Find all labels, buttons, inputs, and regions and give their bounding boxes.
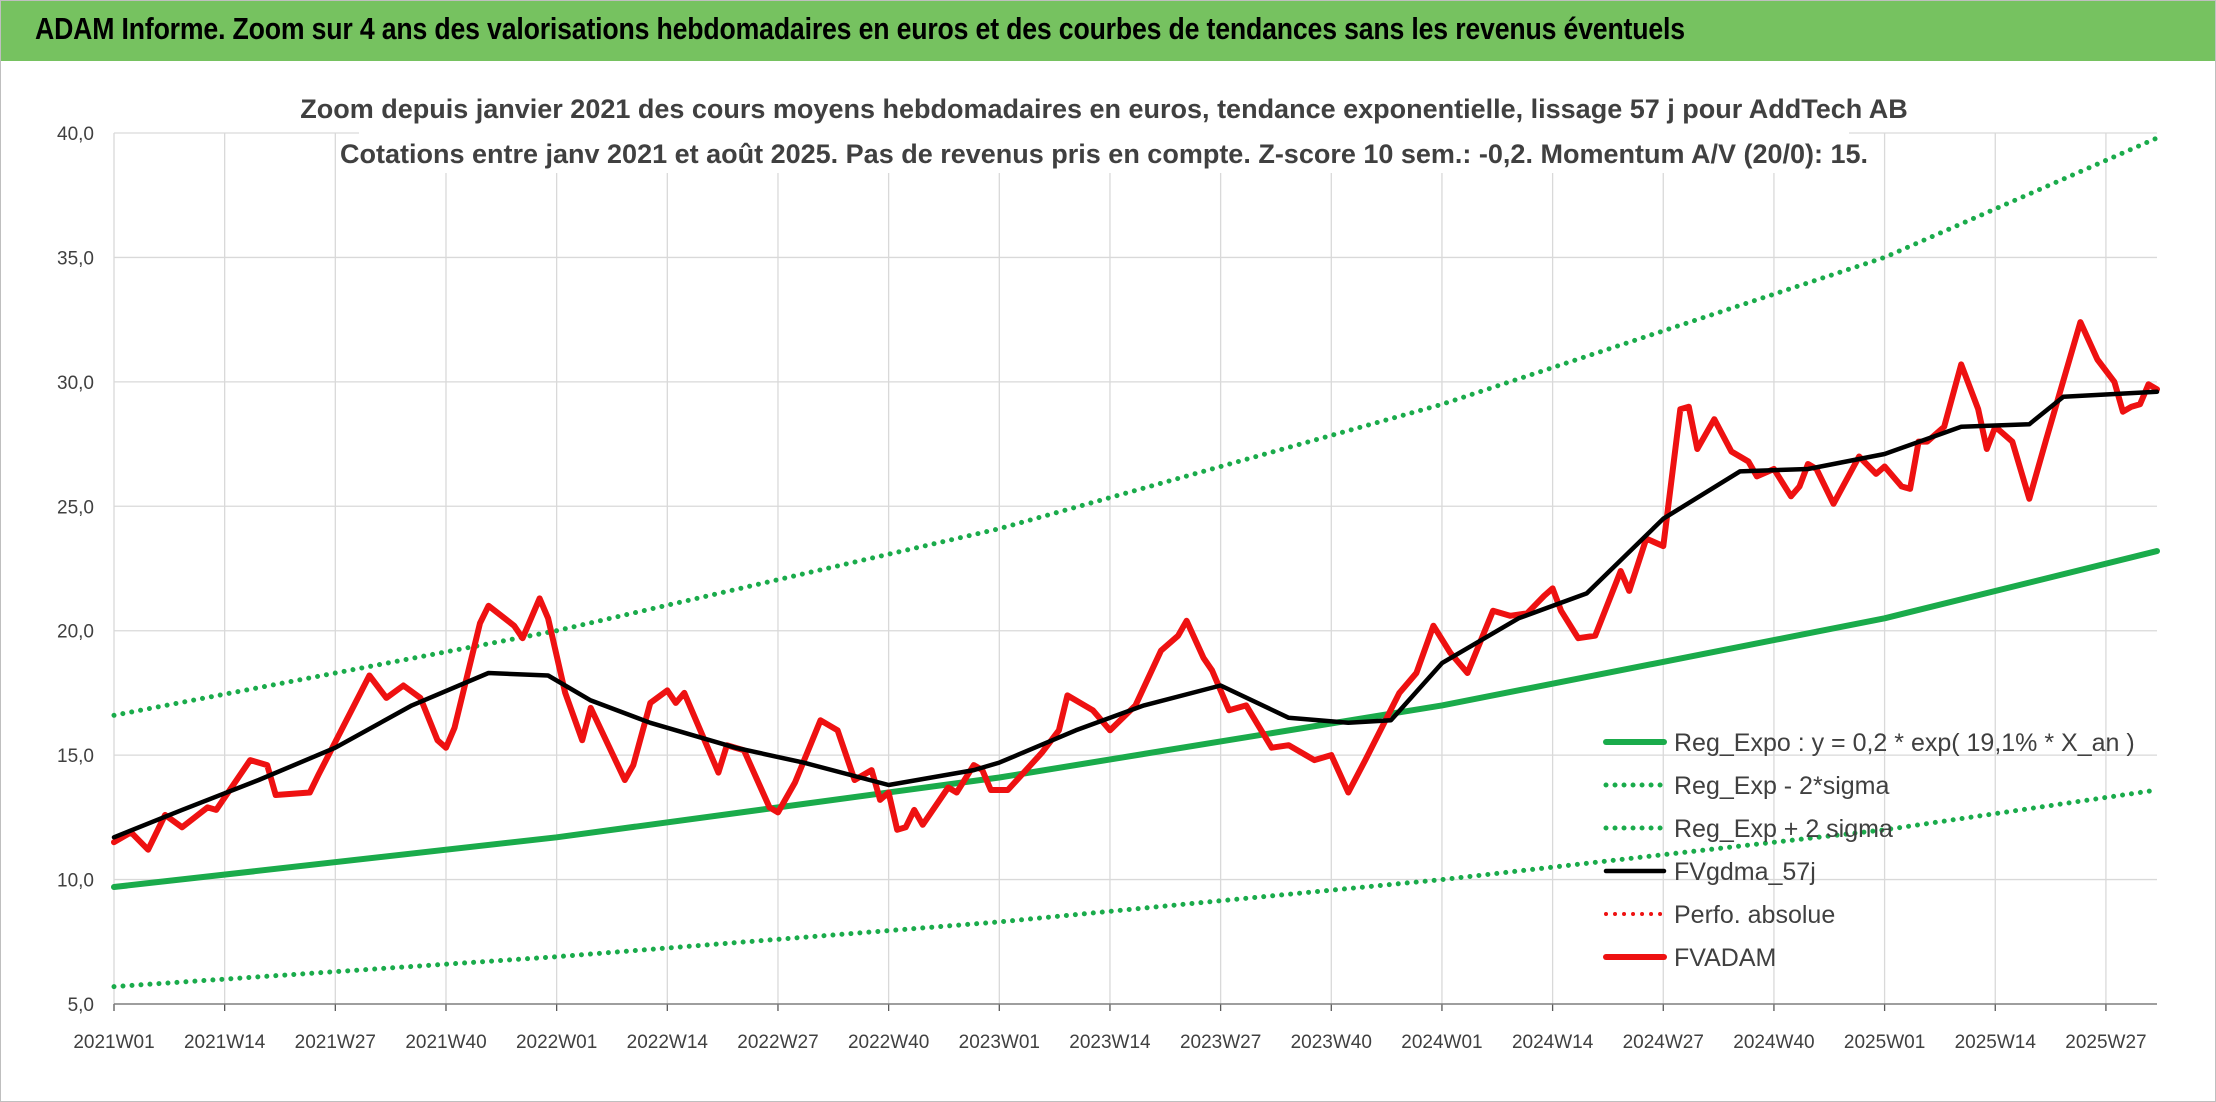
x-tick-label: 2021W01: [73, 1032, 154, 1053]
chart-titles: Zoom depuis janvier 2021 des cours moyen…: [300, 85, 1908, 173]
x-tick-label: 2023W27: [1180, 1032, 1261, 1053]
x-tick-label: 2021W14: [184, 1032, 266, 1053]
legend-label: FVADAM: [1674, 944, 1776, 972]
x-tick-label: 2024W01: [1401, 1032, 1482, 1053]
x-tick-label: 2025W14: [1955, 1032, 2037, 1053]
x-tick-label: 2023W40: [1291, 1032, 1372, 1053]
chart-subtitle: Cotations entre janv 2021 et août 2025. …: [340, 139, 1868, 169]
y-tick-label: 15,0: [57, 746, 94, 767]
series-line-3: [111, 135, 2160, 718]
grid: [114, 132, 2157, 1004]
x-tick-label: 2025W27: [2065, 1032, 2146, 1053]
x-tick-label: 2022W40: [848, 1032, 929, 1053]
y-tick-label: 10,0: [57, 871, 94, 892]
legend-label: FVgdma_57j: [1674, 858, 1816, 886]
x-tick-label: 2021W27: [295, 1032, 376, 1053]
legend-label: Reg_Exp + 2 sigma: [1674, 815, 1893, 843]
axes: 5,0 10,0 15,0 20,0 25,0 30,0 35,0 40,0 2021W01 20…: [57, 124, 2157, 1053]
page-title: ADAM Informe. Zoom sur 4 ans des valoris…: [35, 11, 1685, 46]
series-line-2: [111, 787, 2160, 990]
x-tick-label: 2022W14: [627, 1032, 709, 1053]
legend-label: Perfo. absolue: [1674, 901, 1835, 929]
x-tick-label: 2023W14: [1069, 1032, 1151, 1053]
x-tick-label: 2023W01: [959, 1032, 1040, 1053]
y-tick-label: 40,0: [57, 124, 94, 145]
title-background: [359, 85, 1849, 173]
y-tick-label: 35,0: [57, 248, 94, 269]
legend: Reg_Expo : y = 0,2 * exp( 19,1% * X_an )…: [1603, 729, 2135, 972]
series-lines: [111, 135, 2160, 990]
series-line-1: [111, 548, 2160, 890]
series-line-6: [111, 319, 2160, 853]
x-tick-label: 2024W14: [1512, 1032, 1594, 1053]
y-tick-label: 5,0: [68, 995, 94, 1016]
x-tick-label: 2024W40: [1733, 1032, 1814, 1053]
x-tick-label: 2022W27: [737, 1032, 818, 1053]
chart-title: Zoom depuis janvier 2021 des cours moyen…: [300, 94, 1907, 124]
y-tick-label: 25,0: [57, 497, 94, 518]
x-tick-label: 2021W40: [405, 1032, 486, 1053]
x-tick-label: 2024W27: [1623, 1032, 1704, 1053]
x-tick-label: 2022W01: [516, 1032, 597, 1053]
x-tick-label: 2025W01: [1844, 1032, 1925, 1053]
legend-label: Reg_Expo : y = 0,2 * exp( 19,1% * X_an ): [1674, 729, 2135, 757]
series-line-4: [111, 389, 2160, 840]
y-tick-label: 30,0: [57, 373, 94, 394]
legend-label: Reg_Exp - 2*sigma: [1674, 772, 1889, 800]
y-tick-label: 20,0: [57, 622, 94, 643]
header-banner: ADAM Informe. Zoom sur 4 ans des valoris…: [1, 1, 2215, 61]
